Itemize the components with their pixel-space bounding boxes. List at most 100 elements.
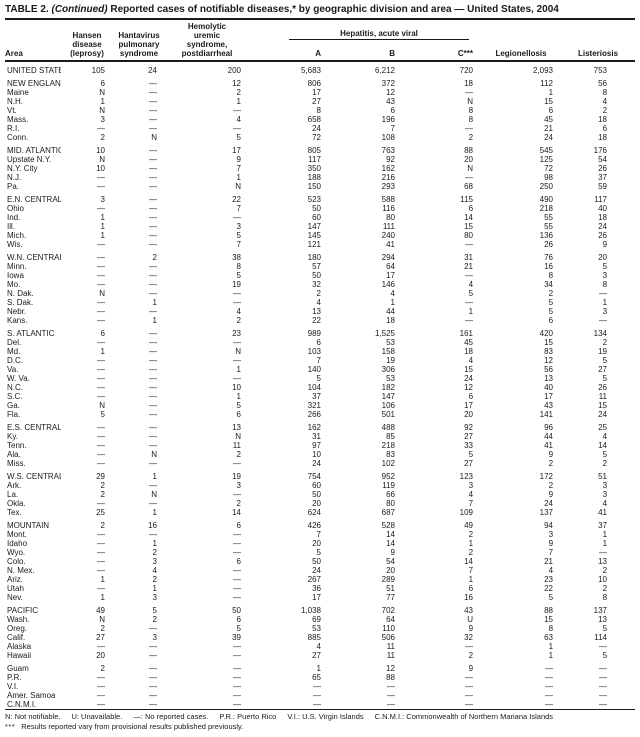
cell-value: 267 bbox=[307, 575, 321, 584]
area-label: N.Y. City bbox=[7, 164, 38, 173]
cell-value: — bbox=[149, 691, 157, 700]
cell-value: — bbox=[465, 316, 474, 325]
cell-value: 36 bbox=[312, 584, 321, 593]
cell-value: — bbox=[233, 539, 241, 548]
cell-value: 9 bbox=[468, 664, 474, 673]
cell-value: 1,038 bbox=[300, 606, 321, 615]
cell-value: 20 bbox=[464, 410, 474, 419]
cell-value: 5 bbox=[602, 374, 608, 383]
area-label: Conn. bbox=[7, 133, 29, 142]
cell-value: 21 bbox=[544, 557, 554, 566]
table-row: Miss. — — — 24 102 27 2 2 bbox=[5, 459, 635, 468]
table-row: Tex. 25 1 14 624 687 109 137 41 bbox=[5, 508, 635, 517]
footnote-note: *** Results reported vary from provisiona… bbox=[5, 722, 635, 732]
cell-value: 2 bbox=[152, 615, 157, 624]
cell-value: 7 bbox=[548, 548, 554, 557]
cell-value: N bbox=[99, 401, 105, 410]
cell-value: — bbox=[465, 124, 474, 133]
notifiable-diseases-table: Area Hansen disease (leprosy) Hantavirus… bbox=[5, 20, 636, 710]
cell-value: — bbox=[545, 682, 554, 691]
cell-value: — bbox=[149, 271, 157, 280]
cell-value: 3 bbox=[602, 307, 608, 316]
table-section: MOUNTAIN 2 16 6 426 528 49 94 37 Mont. — — —7 14 2 3 1 Id… bbox=[5, 517, 635, 602]
column-header-hantavirus: Hantavirus pulmonary syndrome bbox=[113, 20, 165, 62]
area-label: Md. bbox=[7, 347, 21, 356]
legend-item: —: No reported cases. bbox=[133, 712, 209, 721]
cell-value: — bbox=[149, 79, 157, 88]
cell-value: 14 bbox=[386, 539, 395, 548]
cell-value: — bbox=[233, 106, 241, 115]
cell-value: 15 bbox=[464, 222, 474, 231]
cell-value: — bbox=[233, 490, 241, 499]
cell-value: 24 bbox=[598, 222, 608, 231]
cell-value: — bbox=[465, 642, 474, 651]
cell-value: 250 bbox=[539, 182, 554, 191]
table-row: N. Dak. N — — 2 4 5 2 — bbox=[5, 289, 635, 298]
cell-value: 4 bbox=[236, 115, 241, 124]
cell-value: 17 bbox=[232, 146, 241, 155]
column-header-hepatitis-c: C*** bbox=[403, 39, 482, 63]
cell-value: — bbox=[233, 356, 241, 365]
cell-value: — bbox=[465, 691, 474, 700]
table-row: V.I. — — — — — — — — bbox=[5, 682, 635, 691]
cell-value: 5 bbox=[152, 606, 157, 615]
table-row: N.J. — — 1 188 216 — 98 37 bbox=[5, 173, 635, 182]
cell-value: — bbox=[97, 374, 105, 383]
cell-value: N bbox=[467, 164, 474, 173]
cell-value: 63 bbox=[544, 633, 554, 642]
cell-value: — bbox=[97, 383, 105, 392]
cell-value: 2 bbox=[602, 566, 608, 575]
cell-value: 4 bbox=[390, 289, 395, 298]
cell-value: 109 bbox=[459, 508, 474, 517]
cell-value: 6 bbox=[236, 521, 241, 530]
cell-value: 3 bbox=[236, 222, 241, 231]
table-row: Tenn. — — 11 97 218 33 41 14 bbox=[5, 441, 635, 450]
area-label: Va. bbox=[7, 365, 19, 374]
cell-value: 162 bbox=[381, 164, 395, 173]
footnote-legend: N: Not notifiable. U: Unavailable. —: No r… bbox=[5, 712, 635, 722]
cell-value: 125 bbox=[539, 155, 554, 164]
cell-value: 68 bbox=[464, 182, 474, 191]
cell-value: 2,093 bbox=[532, 66, 554, 75]
cell-value: 31 bbox=[312, 432, 321, 441]
cell-value: — bbox=[233, 124, 241, 133]
cell-value: — bbox=[387, 691, 395, 700]
cell-value: 2 bbox=[236, 88, 241, 97]
table-row: Wyo. — 2 — 5 9 2 7 — bbox=[5, 548, 635, 557]
cell-value: 1 bbox=[152, 316, 157, 325]
cell-value: — bbox=[313, 682, 321, 691]
cell-value: — bbox=[233, 530, 241, 539]
cell-value: 17 bbox=[312, 593, 321, 602]
cell-value: 9 bbox=[236, 155, 241, 164]
cell-value: 20 bbox=[96, 651, 105, 660]
cell-value: 18 bbox=[598, 133, 608, 142]
cell-value: 806 bbox=[307, 79, 321, 88]
area-label: Ala. bbox=[7, 450, 21, 459]
table-section: PACIFIC 49 5 50 1,038 702 43 88 137 Wash. N 2 6 69 64 U… bbox=[5, 602, 635, 660]
cell-value: — bbox=[149, 365, 157, 374]
cell-value: — bbox=[545, 700, 554, 709]
cell-value: 4 bbox=[468, 490, 474, 499]
cell-value: — bbox=[149, 231, 157, 240]
cell-value: 13 bbox=[598, 615, 608, 624]
area-label: N.C. bbox=[7, 383, 23, 392]
area-label: N.H. bbox=[7, 97, 23, 106]
area-label: Iowa bbox=[7, 271, 24, 280]
cell-value: 59 bbox=[598, 182, 608, 191]
cell-value: 22 bbox=[544, 584, 554, 593]
cell-value: 2 bbox=[152, 548, 157, 557]
area-label: Wis. bbox=[7, 240, 23, 249]
table-row: Mont. — — — 7 14 2 3 1 bbox=[5, 530, 635, 539]
cell-value: — bbox=[149, 204, 157, 213]
cell-value: 2 bbox=[236, 499, 241, 508]
cell-value: 2 bbox=[548, 459, 554, 468]
cell-value: — bbox=[149, 262, 157, 271]
cell-value: 97 bbox=[312, 441, 321, 450]
cell-value: 12 bbox=[386, 88, 395, 97]
cell-value: 3 bbox=[602, 271, 608, 280]
cell-value: 6 bbox=[602, 124, 608, 133]
cell-value: 26 bbox=[598, 231, 608, 240]
table-row: Ga. N — 5 321 106 17 43 15 bbox=[5, 401, 635, 410]
cell-value: 147 bbox=[307, 222, 321, 231]
cell-value: 1 bbox=[236, 173, 241, 182]
